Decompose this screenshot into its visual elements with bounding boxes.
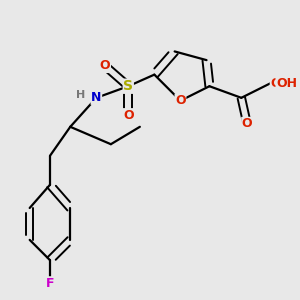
Text: H: H — [76, 90, 85, 100]
Text: O: O — [175, 94, 186, 107]
Text: F: F — [46, 277, 54, 290]
Text: O: O — [100, 59, 110, 72]
Text: O: O — [123, 109, 134, 122]
Text: O: O — [242, 117, 252, 130]
Text: S: S — [123, 79, 133, 93]
Text: OH: OH — [276, 77, 297, 90]
Text: N: N — [91, 91, 102, 104]
Text: O: O — [270, 77, 281, 90]
